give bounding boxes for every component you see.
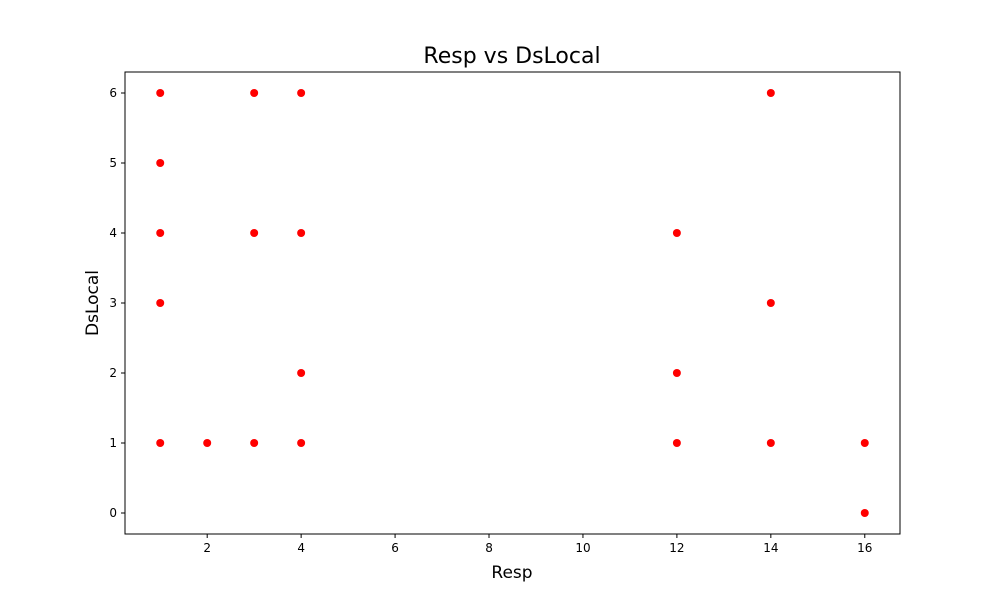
y-tick-label: 6 bbox=[109, 86, 117, 100]
y-tick-label: 4 bbox=[109, 226, 117, 240]
scatter-point bbox=[297, 229, 306, 237]
scatter-point bbox=[156, 439, 165, 447]
x-tick-label: 12 bbox=[669, 541, 684, 555]
scatter-point bbox=[766, 439, 775, 447]
x-tick-label: 6 bbox=[391, 541, 399, 555]
x-tick-label: 2 bbox=[203, 541, 211, 555]
y-tick-label: 0 bbox=[109, 506, 117, 520]
scatter-point bbox=[156, 229, 165, 237]
plot-area-frame bbox=[124, 71, 901, 535]
scatter-point bbox=[156, 299, 165, 307]
y-tick-label: 2 bbox=[109, 366, 117, 380]
x-tick-label: 14 bbox=[763, 541, 778, 555]
scatter-point bbox=[203, 439, 212, 447]
x-tick-label: 16 bbox=[857, 541, 872, 555]
y-axis-ticks: 0 1 2 3 4 5 6 bbox=[109, 86, 125, 520]
scatter-point bbox=[860, 509, 869, 517]
scatter-point bbox=[766, 89, 775, 97]
scatter-point bbox=[672, 229, 681, 237]
scatter-point bbox=[766, 299, 775, 307]
chart-title: Resp vs DsLocal bbox=[423, 44, 600, 69]
scatter-point bbox=[860, 439, 869, 447]
x-axis-label: Resp bbox=[491, 563, 532, 583]
data-points bbox=[156, 89, 869, 517]
scatter-point bbox=[672, 439, 681, 447]
y-tick-label: 3 bbox=[109, 296, 117, 310]
x-axis-ticks: 2 4 6 8 10 12 14 16 bbox=[203, 534, 872, 555]
scatter-point bbox=[297, 89, 306, 97]
scatter-point bbox=[250, 89, 259, 97]
scatter-point bbox=[297, 439, 306, 447]
x-tick-label: 4 bbox=[297, 541, 305, 555]
y-tick-label: 5 bbox=[109, 156, 117, 170]
scatter-point bbox=[156, 89, 165, 97]
scatter-point bbox=[250, 439, 259, 447]
scatter-point bbox=[250, 229, 259, 237]
y-tick-label: 1 bbox=[109, 436, 117, 450]
scatter-point bbox=[672, 369, 681, 377]
x-tick-label: 8 bbox=[485, 541, 493, 555]
y-axis-label: DsLocal bbox=[83, 270, 103, 336]
scatter-point bbox=[297, 369, 306, 377]
scatter-point bbox=[156, 159, 165, 167]
x-tick-label: 10 bbox=[575, 541, 590, 555]
